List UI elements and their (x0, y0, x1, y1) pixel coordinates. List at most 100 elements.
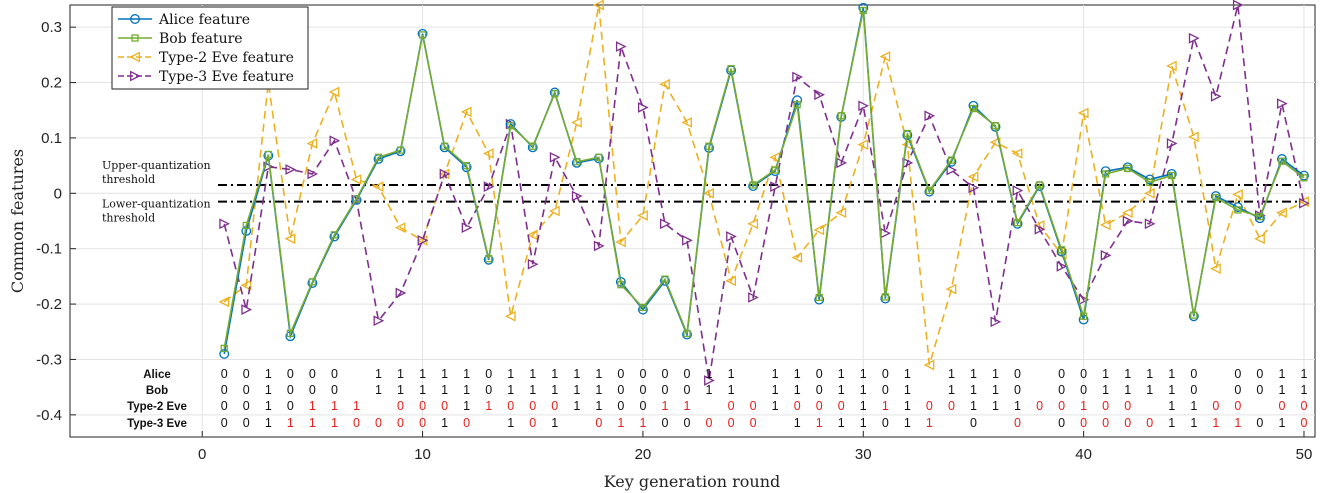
data-point (615, 276, 626, 287)
bit-value: 0 (529, 399, 536, 413)
legend-label: Alice feature (158, 12, 250, 28)
legend-label: Bob feature (159, 31, 243, 47)
legend: Alice feature Bob feature Type-2 Eve featu… (111, 6, 309, 90)
bit-value: 0 (1278, 399, 1285, 413)
bit-value: 0 (485, 367, 492, 381)
bit-value: 0 (728, 399, 735, 413)
data-point (945, 283, 957, 295)
legend-box (111, 6, 309, 90)
bit-value: 0 (331, 367, 338, 381)
data-point (1079, 312, 1088, 320)
bit-value: 0 (1080, 416, 1087, 430)
data-point (1056, 261, 1068, 272)
threshold-label: Lower-quantization (102, 198, 211, 211)
data-point (418, 31, 427, 39)
data-point (1210, 91, 1222, 102)
bit-value: 1 (529, 367, 536, 381)
bit-value: 1 (507, 416, 514, 430)
data-point (1057, 246, 1066, 254)
data-point (461, 222, 473, 233)
bit-value: 0 (661, 367, 668, 381)
bit-value: 1 (904, 416, 911, 430)
bit-value: 0 (1190, 383, 1197, 397)
bit-value: 1 (992, 383, 999, 397)
data-point (374, 153, 383, 161)
bit-value: 0 (331, 383, 338, 397)
data-point (1012, 185, 1024, 196)
data-point (1232, 189, 1243, 200)
bit-value: 1 (1212, 416, 1219, 430)
data-point (683, 329, 691, 338)
data-point (1299, 170, 1309, 181)
bit-value: 0 (419, 399, 426, 413)
data-point (837, 112, 845, 120)
bit-value: 1 (948, 367, 955, 381)
data-point (1212, 194, 1220, 202)
bit-row-label: Alice (143, 369, 171, 381)
bit-value: 0 (1014, 416, 1021, 430)
data-point (373, 315, 385, 327)
bit-value: 1 (1168, 399, 1175, 413)
data-point (264, 150, 272, 159)
data-point (330, 231, 339, 239)
bit-value: 1 (463, 399, 470, 413)
data-point (593, 240, 605, 252)
data-point (725, 275, 737, 287)
bit-value: 0 (287, 367, 294, 381)
data-point (903, 129, 911, 138)
threshold-label: Upper-quantization (102, 159, 211, 172)
data-point (858, 100, 870, 112)
bit-value: 0 (221, 399, 228, 413)
bit-value: 0 (1124, 416, 1131, 430)
bit-value: 1 (860, 383, 867, 397)
bit-value: 0 (1301, 416, 1308, 430)
data-point (1034, 223, 1046, 235)
data-point (551, 89, 559, 98)
bit-value: 0 (926, 399, 933, 413)
legend-swatch-marker (131, 34, 139, 42)
bit-value: 0 (221, 383, 228, 397)
data-point (792, 71, 803, 83)
data-point (527, 258, 539, 270)
bit-value: 1 (706, 367, 713, 381)
threshold-label: threshold (102, 212, 155, 225)
data-point (571, 190, 583, 202)
data-point (242, 221, 250, 230)
bit-value: 0 (1058, 367, 1065, 381)
bit-value: 0 (1014, 367, 1021, 381)
bit-value: 1 (970, 383, 977, 397)
data-point (705, 142, 713, 150)
data-point (615, 236, 626, 248)
data-point (460, 106, 472, 118)
data-point (1276, 207, 1287, 219)
bit-value: 1 (794, 416, 801, 430)
bit-value: 1 (331, 399, 338, 413)
data-point (328, 86, 340, 98)
bit-value: 1 (838, 367, 845, 381)
bit-value: 0 (728, 416, 735, 430)
bit-value: 0 (617, 399, 624, 413)
data-point (306, 138, 318, 149)
data-point (395, 287, 407, 299)
x-tick-label: 0 (198, 446, 206, 463)
bit-value: 1 (970, 399, 977, 413)
bit-value: 0 (221, 416, 228, 430)
data-point (748, 292, 759, 303)
legend-entry: Type-3 Eve feature (118, 69, 294, 85)
bit-value: 1 (441, 416, 448, 430)
data-point (329, 135, 341, 147)
bit-value: 1 (1278, 367, 1285, 381)
bit-value: 0 (948, 399, 955, 413)
data-point (595, 153, 603, 161)
bit-value: 1 (772, 399, 779, 413)
data-point (571, 117, 582, 128)
bit-value: 1 (441, 367, 448, 381)
bit-value: 1 (265, 383, 272, 397)
data-point (879, 51, 891, 62)
bit-row-label: Type-3 Eve (127, 418, 187, 430)
data-point (218, 296, 230, 308)
bit-value: 1 (265, 399, 272, 413)
data-point (549, 151, 561, 163)
data-point (352, 195, 361, 203)
data-point (990, 316, 1002, 328)
